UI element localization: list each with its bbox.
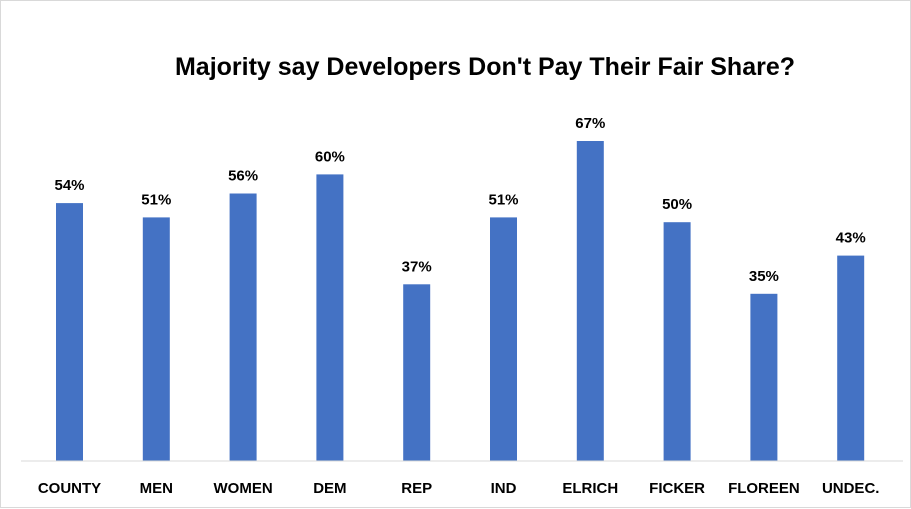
tick-label-elrich: ELRICH [562,480,618,497]
bar-dem [316,174,344,461]
tick-label-undec: UNDEC. [822,480,880,497]
data-label-men: 51% [141,191,171,208]
bar-floreen [750,293,778,461]
data-label-ind: 51% [488,191,518,208]
tick-label-ficker: FICKER [649,480,705,497]
bar-county [56,203,83,461]
tick-label-ind: IND [491,480,517,497]
x-axis-tick-labels: COUNTY MEN WOMEN DEM REP IND ELRICH FICKER FLORE… [38,480,880,497]
tick-label-dem: DEM [313,480,346,497]
tick-label-county: COUNTY [38,480,101,497]
bars-layer [56,141,865,461]
data-label-floreen: 35% [749,268,779,285]
data-labels-layer: 54% 51% 56% 60% 37% 51% 67% 50% 35% 43% [54,115,865,285]
data-label-rep: 37% [402,258,432,275]
tick-label-men: MEN [140,480,173,497]
data-label-elrich: 67% [575,115,605,132]
bar-undec [837,255,865,461]
data-label-dem: 60% [315,148,345,165]
bar-ficker [663,222,691,461]
chart-title: Majority say Developers Don't Pay Their … [175,53,795,81]
data-label-county: 54% [54,177,84,194]
bar-women [229,193,257,461]
data-label-women: 56% [228,168,258,185]
bar-men [142,217,170,461]
data-label-undec: 43% [836,230,866,247]
bar-elrich [576,141,604,461]
data-label-ficker: 50% [662,196,692,213]
bar-ind [490,217,517,461]
bar-rep [403,284,431,461]
tick-label-floreen: FLOREEN [728,480,800,497]
tick-label-women: WOMEN [214,480,273,497]
tick-label-rep: REP [401,480,432,497]
